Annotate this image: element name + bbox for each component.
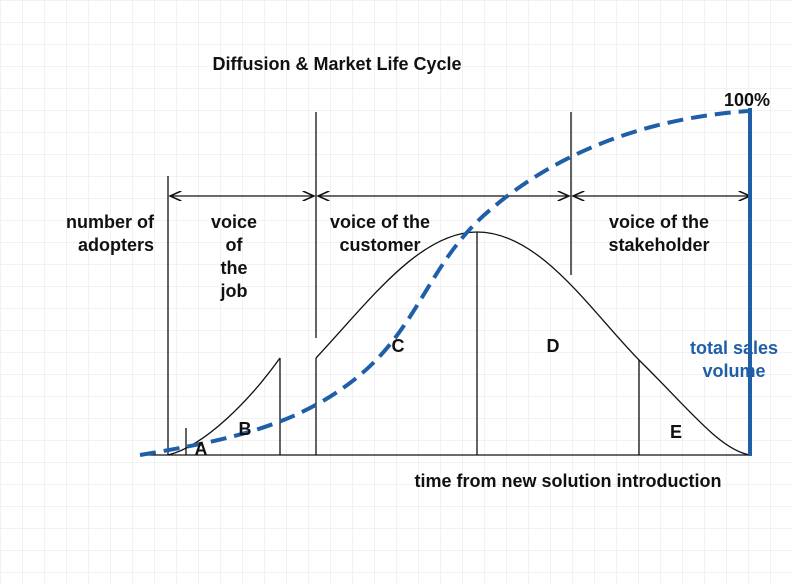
segment-label: D bbox=[547, 336, 560, 356]
phase-label: voice bbox=[211, 212, 257, 232]
title: Diffusion & Market Life Cycle bbox=[212, 54, 461, 74]
phase-label: of bbox=[226, 235, 244, 255]
segment-label: B bbox=[239, 419, 252, 439]
phase-label: voice of the bbox=[330, 212, 430, 232]
segment-label: E bbox=[670, 422, 682, 442]
cumulative-label: total sales bbox=[690, 338, 778, 358]
cumulative-top: 100% bbox=[724, 90, 770, 110]
x-label: time from new solution introduction bbox=[415, 471, 722, 491]
phase-label: voice of the bbox=[609, 212, 709, 232]
y-label: adopters bbox=[78, 235, 154, 255]
cumulative-label: volume bbox=[702, 361, 765, 381]
segment-label: C bbox=[392, 336, 405, 356]
structure bbox=[139, 108, 752, 457]
phase-label: job bbox=[220, 281, 248, 301]
phase-label: stakeholder bbox=[608, 235, 709, 255]
y-label: number of bbox=[66, 212, 155, 232]
phase-label: the bbox=[221, 258, 248, 278]
phase-label: customer bbox=[339, 235, 420, 255]
segment-label: A bbox=[195, 439, 208, 459]
